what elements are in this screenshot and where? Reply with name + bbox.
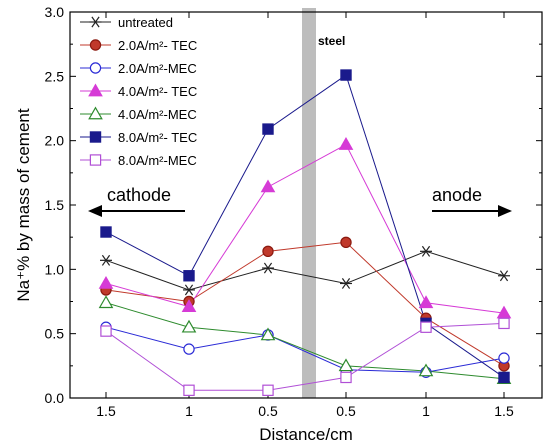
y-tick-label: 2.5	[45, 68, 65, 84]
triangle-marker	[260, 327, 276, 341]
series-line-4	[105, 302, 505, 380]
circle-marker	[89, 39, 102, 51]
legend-item: 4.0A/m²- TEC	[80, 83, 197, 99]
axes: 0.0 0.5 1.0 1.5 2.0 2.5 3.0 1.5 1 0.5 0.5 1 1.5	[45, 4, 542, 419]
square-marker	[420, 321, 432, 333]
y-tick-label: 0.0	[45, 390, 65, 406]
square-marker	[498, 317, 510, 330]
legend-item: 2.0A/m²- TEC	[80, 38, 197, 53]
triangle-marker	[98, 275, 114, 289]
asterisk-marker	[340, 278, 352, 289]
square-marker	[498, 371, 510, 384]
square-marker	[183, 270, 195, 282]
legend-label: 4.0A/m²-MEC	[118, 107, 197, 122]
circle-marker	[498, 352, 510, 364]
legend-item: untreated	[80, 15, 173, 30]
square-marker	[340, 371, 352, 384]
x-tick-label: 1.5	[494, 403, 514, 419]
cathode-label: cathode	[107, 185, 171, 205]
y-tick-label: 1.0	[45, 261, 65, 277]
anode-arrow	[432, 205, 512, 217]
square-marker	[262, 384, 274, 396]
legend-item: 4.0A/m²-MEC	[80, 106, 197, 122]
series-points-6	[100, 317, 510, 396]
circle-marker	[262, 245, 274, 258]
x-axis-label: Distance/cm	[259, 425, 353, 444]
series-line-0	[105, 250, 505, 291]
legend-label: untreated	[118, 15, 173, 30]
legend-label: 4.0A/m²- TEC	[118, 84, 197, 99]
legend-item: 8.0A/m²- TEC	[80, 130, 197, 145]
square-marker	[89, 131, 102, 143]
square-marker	[183, 384, 195, 396]
circle-marker	[183, 343, 195, 355]
x-tick-label: 1.5	[96, 403, 116, 419]
x-tick-label: 0.5	[258, 403, 278, 419]
x-tick-label: 1	[185, 403, 193, 419]
steel-label: steel	[318, 34, 345, 48]
asterisk-marker	[183, 284, 195, 296]
y-tick-label: 0.5	[45, 326, 65, 342]
triangle-marker	[418, 363, 434, 377]
triangle-marker	[260, 179, 276, 193]
legend-label: 8.0A/m²- TEC	[118, 130, 197, 145]
legend-item: 2.0A/m²-MEC	[80, 61, 197, 76]
asterisk-marker	[100, 254, 112, 266]
series-markers	[98, 69, 512, 396]
y-tick-label: 1.5	[45, 197, 65, 213]
asterisk-marker	[262, 262, 274, 274]
triangle-marker	[88, 83, 103, 97]
series-points-3	[98, 137, 512, 319]
triangle-marker	[338, 358, 354, 372]
x-tick-label: 1	[422, 403, 430, 419]
legend-label: 2.0A/m²- TEC	[118, 38, 197, 53]
legend-item: 8.0A/m²-MEC	[80, 153, 197, 168]
asterisk-marker	[89, 16, 102, 28]
circle-marker	[340, 236, 352, 249]
triangle-marker	[88, 106, 103, 120]
triangle-marker	[181, 319, 197, 333]
series-line-2	[105, 326, 505, 373]
steel-bar	[302, 8, 316, 398]
series-points-0	[100, 245, 510, 296]
cathode-arrow	[88, 205, 185, 217]
anode-label: anode	[432, 185, 482, 205]
triangle-marker	[338, 137, 354, 150]
square-marker	[100, 325, 112, 337]
legend: untreated 2.0A/m²- TEC 2.0A/m²-MEC 4.0A/m²-…	[80, 15, 197, 168]
square-marker	[100, 226, 112, 238]
y-tick-label: 3.0	[45, 4, 65, 20]
y-tick-label: 2.0	[45, 133, 65, 149]
square-marker	[340, 69, 352, 81]
y-axis-label: Na⁺% by mass of cement	[14, 108, 33, 301]
legend-label: 2.0A/m²-MEC	[118, 61, 197, 76]
square-marker	[89, 154, 102, 166]
triangle-marker	[181, 299, 197, 312]
triangle-marker	[418, 295, 434, 309]
series-line-3	[105, 143, 505, 314]
square-marker	[262, 123, 274, 135]
circle-marker	[89, 62, 102, 74]
series-lines	[105, 74, 505, 391]
series-line-5	[105, 74, 505, 378]
asterisk-marker	[498, 270, 510, 282]
series-line-6	[105, 322, 505, 391]
x-tick-label: 0.5	[336, 403, 356, 419]
legend-label: 8.0A/m²-MEC	[118, 153, 197, 168]
asterisk-marker	[420, 245, 432, 257]
triangle-marker	[98, 295, 114, 309]
